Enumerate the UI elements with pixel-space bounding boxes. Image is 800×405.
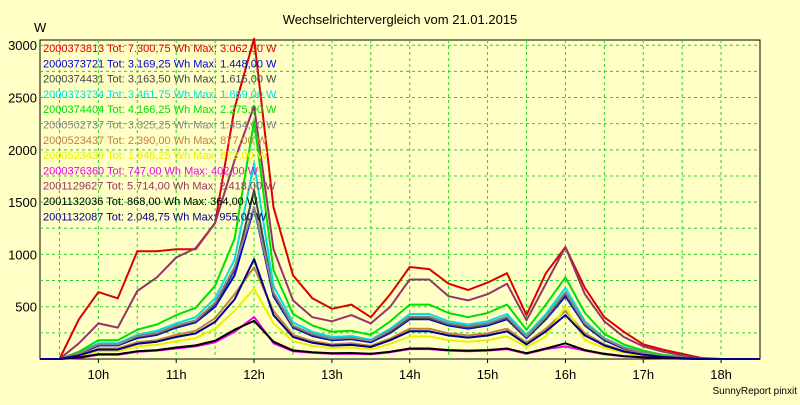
legend-entry: 2000374431 Tot: 3.163,50 Wh Max: 1.615,0… (43, 74, 277, 86)
y-tick-label: 1500 (8, 195, 37, 210)
series-line-6 (40, 205, 760, 360)
legend-entry: 2001129627 Tot: 5.714,00 Wh Max: 2.418,0… (43, 181, 276, 193)
y-axis-label: W (34, 20, 47, 35)
x-tick-label: 10h (88, 367, 110, 382)
x-tick-label: 14h (399, 367, 421, 382)
y-tick-label: 500 (15, 300, 37, 315)
y-tick-label: 2500 (8, 91, 37, 106)
legend-entry: 2001132036 Tot: 868,00 Wh Max: 364,00 W (43, 196, 258, 208)
legend: 2000373813 Tot: 7.300,75 Wh Max: 3.062,0… (43, 43, 277, 223)
y-tick-label: 3000 (8, 38, 37, 53)
series-lines (40, 37, 760, 360)
chart-title: Wechselrichtervergleich vom 21.01.2015 (283, 12, 518, 27)
axes: 500 1000 1500 2000 2500 3000 10h 11h 12h 13h 14h 15… (8, 38, 732, 382)
x-tick-label: 17h (632, 367, 654, 382)
x-tick-label: 13h (321, 367, 343, 382)
legend-entry: 2000373734 Tot: 3.461,75 Wh Max: 1.869,0… (43, 89, 277, 101)
legend-entry: 2000376360 Tot: 747,00 Wh Max: 402,00 W (43, 165, 259, 177)
series-line-1 (40, 37, 760, 360)
y-tick-label: 2000 (8, 143, 37, 158)
legend-entry: 2000523439 Tot: 1.646,25 Wh Max: 673,00 … (43, 150, 268, 162)
x-tick-label: 11h (166, 367, 187, 382)
legend-entry: 2000373813 Tot: 7.300,75 Wh Max: 3.062,0… (43, 43, 277, 55)
plot-frame (39, 39, 761, 360)
series-line-12 (40, 258, 760, 360)
x-tick-label: 12h (243, 367, 265, 382)
grid (40, 40, 760, 359)
legend-entry: 2001132087 Tot: 2.048,75 Wh Max: 955,00 … (43, 211, 267, 223)
legend-entry: 2000502737 Tot: 3.325,25 Wh Max: 1.454,0… (43, 120, 277, 132)
series-line-4 (40, 162, 760, 360)
x-tick-label: 18h (710, 367, 732, 382)
legend-entry: 2000373721 Tot: 3.169,25 Wh Max: 1.448,0… (43, 58, 277, 70)
x-tick-label: 15h (477, 367, 499, 382)
x-tick-label: 16h (555, 367, 577, 382)
credit-text: SunnyReport pinxit (713, 386, 798, 397)
legend-entry: 2000523437 Tot: 2.390,00 Wh Max: 877,00 … (43, 135, 268, 147)
y-tick-label: 1000 (8, 247, 37, 262)
legend-entry: 2000374404 Tot: 4.166,25 Wh Max: 2.275,0… (43, 104, 277, 116)
series-line-10 (40, 105, 760, 360)
series-line-11 (40, 319, 760, 360)
series-line-5 (40, 120, 760, 360)
